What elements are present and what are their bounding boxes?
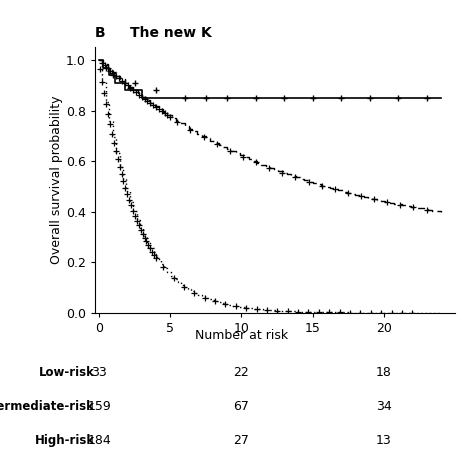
Text: B     The new K: B The new K xyxy=(95,26,211,40)
Text: Number at risk: Number at risk xyxy=(195,329,288,342)
Text: Intermediate-risk: Intermediate-risk xyxy=(0,400,95,413)
Text: 18: 18 xyxy=(376,366,392,379)
Y-axis label: Overall survival probability: Overall survival probability xyxy=(50,96,63,264)
Text: 13: 13 xyxy=(376,434,392,447)
Text: 67: 67 xyxy=(234,400,249,413)
Text: 184: 184 xyxy=(87,434,111,447)
Text: 27: 27 xyxy=(234,434,249,447)
Text: 159: 159 xyxy=(87,400,111,413)
Text: High-risk: High-risk xyxy=(35,434,95,447)
Text: 34: 34 xyxy=(376,400,392,413)
Text: 33: 33 xyxy=(91,366,107,379)
Text: Low-risk: Low-risk xyxy=(39,366,95,379)
Text: 22: 22 xyxy=(234,366,249,379)
